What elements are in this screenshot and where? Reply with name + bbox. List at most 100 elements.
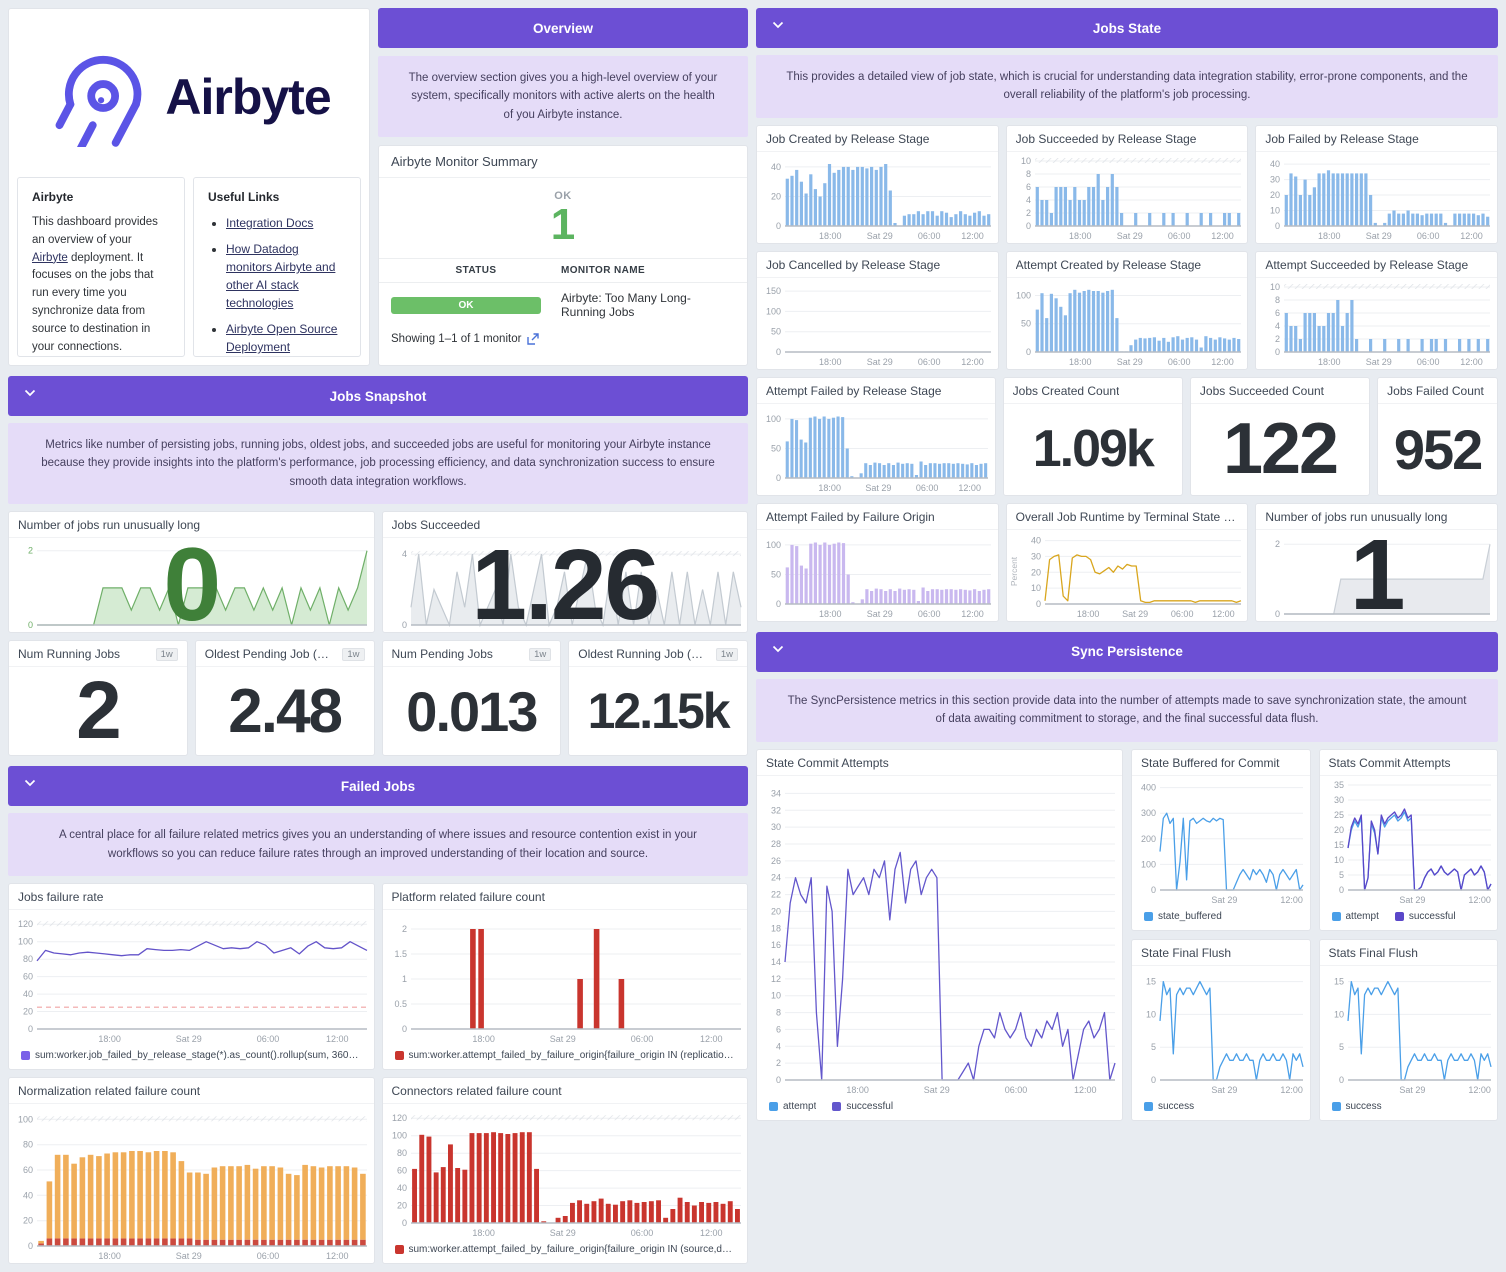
- chart-card-overall-runtime[interactable]: Overall Job Runtime by Terminal State (S…: [1005, 502, 1249, 622]
- section-header-overview[interactable]: Overview: [378, 8, 748, 48]
- chart-card-jobs-long-green[interactable]: Number of jobs run unusually long 0 2 0: [8, 511, 375, 634]
- section-title: Overview: [532, 20, 594, 36]
- query-value: 952: [1378, 404, 1497, 495]
- link-how-datadog-monitors[interactable]: How Datadog monitors Airbyte and other A…: [226, 242, 336, 310]
- chart-card-job-created[interactable]: Job Created by Release Stage 0 20 40 18:00 Sa…: [756, 124, 999, 244]
- svg-text:100: 100: [766, 540, 781, 550]
- chart-card-attempt-failed-origin[interactable]: Attempt Failed by Failure Origin 0 50 100 18…: [756, 502, 999, 622]
- svg-text:18:00: 18:00: [1318, 357, 1341, 367]
- svg-text:35: 35: [1333, 780, 1343, 790]
- svg-text:100: 100: [18, 1114, 33, 1124]
- chart-card-state-commit-attempts[interactable]: State Commit Attempts 0 2 4 6 8 10 12 14 16 18 20 22…: [756, 748, 1123, 1121]
- svg-text:4: 4: [401, 549, 406, 559]
- chart-card-stats-commit-attempts[interactable]: Stats Commit Attempts 0 5 10 15 20 25 30 35 Sat 2…: [1318, 748, 1498, 931]
- svg-text:Sat 29: Sat 29: [1116, 357, 1142, 367]
- svg-text:10: 10: [1146, 1009, 1156, 1019]
- chart-card-jobs-failed-count[interactable]: Jobs Failed Count 952: [1377, 376, 1498, 496]
- svg-text:50: 50: [1021, 318, 1031, 328]
- section-header-sync-persistence[interactable]: Sync Persistence: [756, 631, 1498, 672]
- svg-text:Sat 29: Sat 29: [549, 1034, 575, 1044]
- query-value: 1.09k: [1004, 404, 1182, 495]
- chart-row: Num Running Jobs 1w 2 Oldest Pending Job (S…: [8, 640, 748, 757]
- svg-text:10: 10: [1270, 282, 1280, 292]
- svg-text:100: 100: [18, 937, 33, 947]
- chart-card-state-final-flush[interactable]: State Final Flush 0 5 10 15 Sat 29 12:00 succes…: [1131, 938, 1311, 1121]
- sync-right-pane: State Buffered for Commit 0 100 200 300 400 Sa…: [1131, 748, 1498, 1121]
- svg-text:12:00: 12:00: [1211, 231, 1234, 241]
- chart-plot: 0 2 4 6 8 10 18:00 Sat 29 06:00 12:00: [1256, 278, 1497, 369]
- chart-card-num-pending-jobs[interactable]: Num Pending Jobs 1w 0.013: [381, 640, 562, 757]
- chart-title: Stats Commit Attempts: [1319, 750, 1497, 776]
- value-text: 1.09k: [1032, 420, 1155, 479]
- chart-card-connectors-failure[interactable]: Connectors related failure count 0 20 40 60 8…: [381, 1076, 748, 1264]
- collapse-chevron-icon[interactable]: [24, 389, 36, 397]
- svg-text:06:00: 06:00: [630, 1228, 653, 1238]
- svg-text:20: 20: [1031, 567, 1041, 577]
- monitor-row[interactable]: OK Airbyte: Too Many Long-Running Jobs: [379, 283, 747, 323]
- collapse-chevron-icon[interactable]: [772, 21, 784, 29]
- svg-text:06:00: 06:00: [630, 1034, 653, 1044]
- svg-text:18:00: 18:00: [472, 1228, 495, 1238]
- svg-text:8: 8: [776, 1007, 781, 1017]
- monitor-name: Airbyte: Too Many Long-Running Jobs: [561, 291, 691, 320]
- svg-text:0: 0: [401, 1024, 406, 1034]
- svg-text:10: 10: [771, 990, 781, 1000]
- monitor-summary-card[interactable]: Airbyte Monitor Summary OK 1 STATUS MONI…: [378, 145, 748, 366]
- chart-legend: success: [1320, 1097, 1498, 1120]
- svg-text:40: 40: [23, 1190, 33, 1200]
- svg-text:12:00: 12:00: [1211, 357, 1234, 367]
- chart-card-jobs-succeeded-area[interactable]: Jobs Succeeded 0 4 1.26: [381, 511, 748, 634]
- link-integration-docs[interactable]: Integration Docs: [226, 216, 314, 230]
- value-text: 0.013: [406, 679, 538, 743]
- svg-text:10: 10: [1270, 205, 1280, 215]
- chart-card-jobs-created-count[interactable]: Jobs Created Count 1.09k: [1002, 376, 1183, 496]
- chart-card-attempt-succeeded[interactable]: Attempt Succeeded by Release Stage 0 2 4 6 8 1…: [1255, 250, 1499, 370]
- chart-card-job-cancelled[interactable]: Job Cancelled by Release Stage 0 50 100 150 1…: [756, 250, 999, 370]
- about-text-pre: This dashboard provides an overview of y…: [32, 216, 158, 246]
- svg-text:6: 6: [1026, 182, 1031, 192]
- section-header-failed-jobs[interactable]: Failed Jobs: [8, 766, 748, 807]
- svg-text:18:00: 18:00: [819, 357, 842, 367]
- about-airbyte-link[interactable]: Airbyte: [32, 251, 68, 264]
- svg-text:06:00: 06:00: [1417, 231, 1440, 241]
- svg-text:4: 4: [776, 1041, 781, 1051]
- chart-plot: 0 5 10 15 Sat 29 12:00: [1132, 966, 1310, 1097]
- collapse-chevron-icon[interactable]: [772, 645, 784, 653]
- chart-card-oldest-running-job[interactable]: Oldest Running Job (Secs) 1w 12.15k: [568, 640, 748, 757]
- svg-text:Sat 29: Sat 29: [1366, 357, 1392, 367]
- chart-card-stats-final-flush[interactable]: Stats Final Flush 0 5 10 15 Sat 29 12:00 succes…: [1318, 938, 1498, 1121]
- svg-text:1: 1: [401, 974, 406, 984]
- column-monitor-name: MONITOR NAME: [561, 265, 646, 277]
- svg-text:1.5: 1.5: [394, 949, 407, 959]
- section-header-jobs-state[interactable]: Jobs State: [756, 8, 1498, 48]
- chart-card-normalization-failure[interactable]: Normalization related failure count 0 20 40…: [8, 1076, 375, 1264]
- chart-card-attempt-failed-stage[interactable]: Attempt Failed by Release Stage 0 50 100 18:…: [756, 376, 996, 496]
- chart-card-jobs-long-right[interactable]: Number of jobs run unusually long 0 2 1: [1255, 502, 1499, 622]
- chart-card-oldest-pending-job[interactable]: Oldest Pending Job (Secs) 1w 2.48: [194, 640, 375, 757]
- chart-card-job-failed[interactable]: Job Failed by Release Stage 0 10 20 30 40 18:0…: [1255, 124, 1499, 244]
- airbyte-logo: Airbyte: [17, 17, 361, 177]
- chart-title: State Final Flush: [1132, 940, 1310, 966]
- svg-text:16: 16: [771, 940, 781, 950]
- svg-text:40: 40: [1270, 159, 1280, 169]
- list-item: Integration Docs: [226, 214, 346, 232]
- chart-card-state-buffered[interactable]: State Buffered for Commit 0 100 200 300 400 Sa…: [1131, 748, 1311, 931]
- chart-card-attempt-created[interactable]: Attempt Created by Release Stage 0 50 100 18…: [1005, 250, 1249, 370]
- chart-card-platform-failure[interactable]: Platform related failure count 0 0.5 1 1.5 2 1…: [381, 882, 748, 1070]
- chart-card-job-succeeded[interactable]: Job Succeeded by Release Stage 0 2 4 6 8 10 18:…: [1005, 124, 1249, 244]
- chart-title: Oldest Pending Job (Secs) 1w: [195, 641, 374, 668]
- external-link-icon[interactable]: [527, 333, 540, 346]
- svg-text:12:00: 12:00: [1280, 895, 1303, 905]
- collapse-chevron-icon[interactable]: [24, 779, 36, 787]
- svg-text:40: 40: [23, 989, 33, 999]
- failed-jobs-note: A central place for all failure related …: [8, 813, 748, 876]
- svg-text:4: 4: [1026, 195, 1031, 205]
- chart-card-num-running-jobs[interactable]: Num Running Jobs 1w 2: [8, 640, 188, 757]
- chart-card-jobs-succeeded-count[interactable]: Jobs Succeeded Count 122: [1189, 376, 1371, 496]
- link-open-source-deployment[interactable]: Airbyte Open Source Deployment: [226, 322, 338, 354]
- section-header-jobs-snapshot[interactable]: Jobs Snapshot: [8, 376, 748, 416]
- about-text: This dashboard provides an overview of y…: [32, 214, 170, 356]
- svg-text:Sat 29: Sat 29: [867, 357, 893, 367]
- chart-card-jobs-failure-rate[interactable]: Jobs failure rate 0 20 40 60 80 100 120 18:00 Sat…: [8, 882, 375, 1070]
